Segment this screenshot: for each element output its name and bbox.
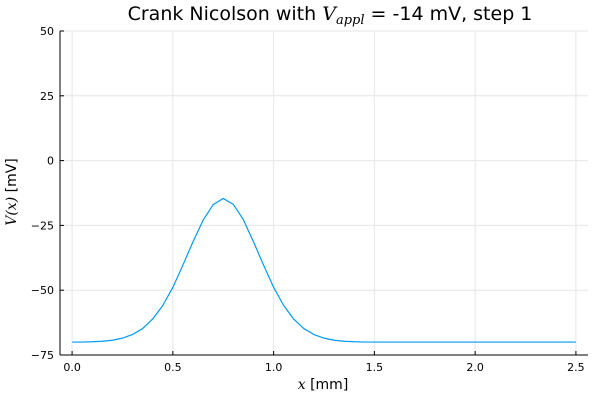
y-axis-label-variable: V(x) <box>4 197 20 226</box>
y-axis-label: V(x) [mV] <box>4 158 20 226</box>
x-tick-label: 0.5 <box>164 361 182 374</box>
series-line <box>72 197 576 343</box>
x-tick-label: 1.5 <box>366 361 384 374</box>
x-axis-label-unit: [mm] <box>306 377 349 393</box>
tick-layer: 0.0 0.5 1.0 1.5 2.0 2.5 −75 −50 −25 0 25 50 <box>31 25 585 374</box>
axis-layer <box>59 31 588 356</box>
x-tick-label: 0.0 <box>63 361 81 374</box>
y-tick-label: 50 <box>40 25 54 38</box>
chart-title-equals: = <box>365 3 393 25</box>
y-axis-label-unit: [mV] <box>4 158 20 197</box>
chart-title-subscript: appl <box>336 13 365 28</box>
chart-title-variable: V <box>322 3 338 25</box>
x-axis-label: x [mm] <box>298 377 349 393</box>
x-axis-label-variable: x <box>298 377 306 393</box>
x-tick-label: 2.0 <box>466 361 484 374</box>
x-tick-label: 1.0 <box>265 361 283 374</box>
y-tick-label: −25 <box>31 219 54 232</box>
x-tick-label: 2.5 <box>567 361 585 374</box>
chart-title-suffix: -14 mV, step 1 <box>393 3 533 25</box>
series-layer <box>72 197 576 343</box>
y-tick-label: 0 <box>47 155 54 168</box>
y-tick-label: −50 <box>31 284 54 297</box>
chart-title: Crank Nicolson with Vappl = -14 mV, step… <box>128 3 533 28</box>
grid-layer <box>60 30 588 356</box>
y-tick-label: −75 <box>31 349 54 362</box>
y-tick-label: 25 <box>40 90 54 103</box>
chart-title-prefix: Crank Nicolson with <box>128 3 323 25</box>
